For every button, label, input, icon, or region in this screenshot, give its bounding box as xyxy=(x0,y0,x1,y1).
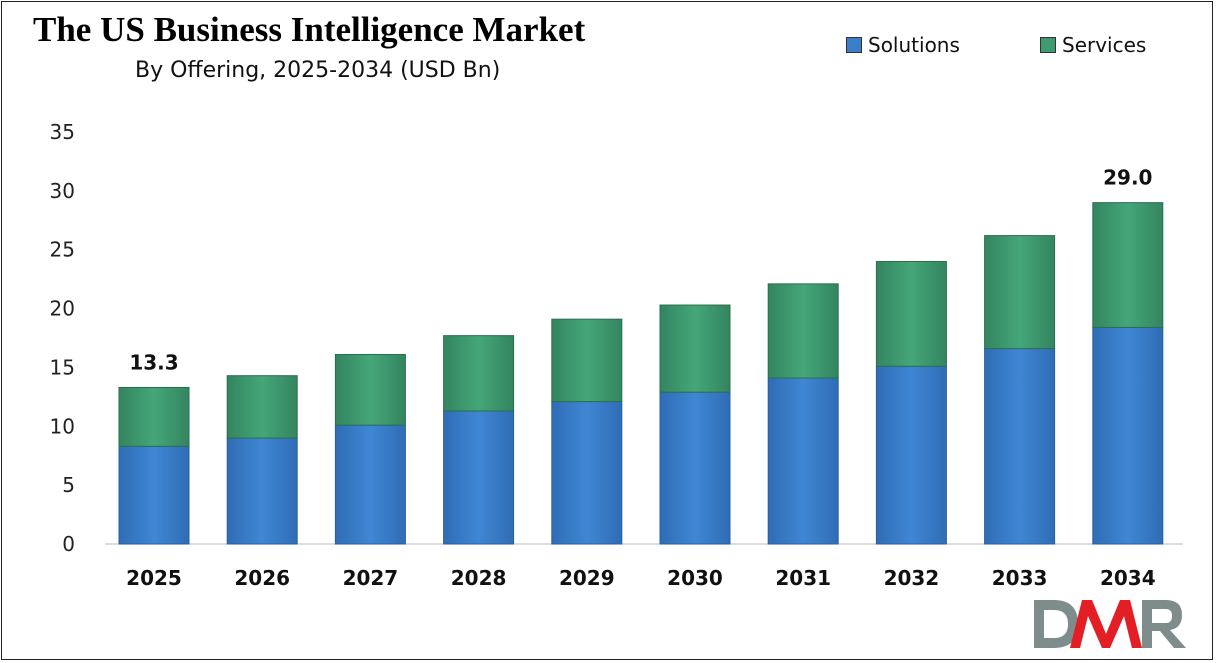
bar-services-2030 xyxy=(659,304,731,393)
bar-solutions-2028 xyxy=(443,410,515,545)
bar-services-2033 xyxy=(984,235,1056,350)
y-tick-label: 0 xyxy=(62,532,75,556)
bar-solutions-2032 xyxy=(875,365,947,545)
bar-services-2025 xyxy=(118,386,190,447)
legend-item-solutions: Solutions xyxy=(846,33,960,57)
y-tick-label: 20 xyxy=(50,297,75,321)
bar-services-2034 xyxy=(1092,202,1164,328)
x-tick-label: 2033 xyxy=(992,566,1048,590)
x-tick-label: 2032 xyxy=(884,566,940,590)
x-tick-label: 2027 xyxy=(343,566,399,590)
y-tick-label: 35 xyxy=(50,120,75,144)
x-tick-label: 2030 xyxy=(667,566,723,590)
bar-solutions-2034 xyxy=(1092,326,1164,545)
legend-label: Services xyxy=(1062,33,1147,57)
legend-swatch-services xyxy=(1040,37,1056,53)
x-tick-label: 2026 xyxy=(234,566,290,590)
y-tick-label: 15 xyxy=(50,355,75,379)
data-label-total: 29.0 xyxy=(1103,166,1152,190)
legend-label: Solutions xyxy=(868,33,960,57)
y-tick-label: 10 xyxy=(50,414,75,438)
y-tick-label: 30 xyxy=(50,179,75,203)
bar-solutions-2029 xyxy=(551,401,623,545)
dmr-logo xyxy=(1030,598,1190,654)
x-tick-label: 2034 xyxy=(1100,566,1156,590)
bar-solutions-2031 xyxy=(767,377,839,545)
y-tick-label: 5 xyxy=(62,473,75,497)
legend-item-services: Services xyxy=(1040,33,1146,57)
x-tick-label: 2029 xyxy=(559,566,615,590)
x-tick-label: 2031 xyxy=(775,566,831,590)
bar-services-2032 xyxy=(875,260,947,367)
bar-solutions-2027 xyxy=(334,424,406,545)
x-tick-label: 2028 xyxy=(451,566,507,590)
bar-services-2026 xyxy=(226,375,298,439)
bar-solutions-2030 xyxy=(659,391,731,545)
bar-services-2029 xyxy=(551,318,623,403)
bar-solutions-2026 xyxy=(226,437,298,545)
x-tick-label: 2025 xyxy=(126,566,182,590)
bar-solutions-2025 xyxy=(118,445,190,545)
legend-swatch-solutions xyxy=(846,37,862,53)
bar-services-2031 xyxy=(767,283,839,379)
bar-services-2028 xyxy=(443,335,515,412)
data-label-total: 13.3 xyxy=(129,350,178,374)
y-tick-label: 25 xyxy=(50,238,75,262)
chart-subtitle: By Offering, 2025-2034 (USD Bn) xyxy=(135,58,501,83)
bar-solutions-2033 xyxy=(984,348,1056,545)
bar-services-2027 xyxy=(334,353,406,426)
chart-title: The US Business Intelligence Market xyxy=(33,10,586,49)
